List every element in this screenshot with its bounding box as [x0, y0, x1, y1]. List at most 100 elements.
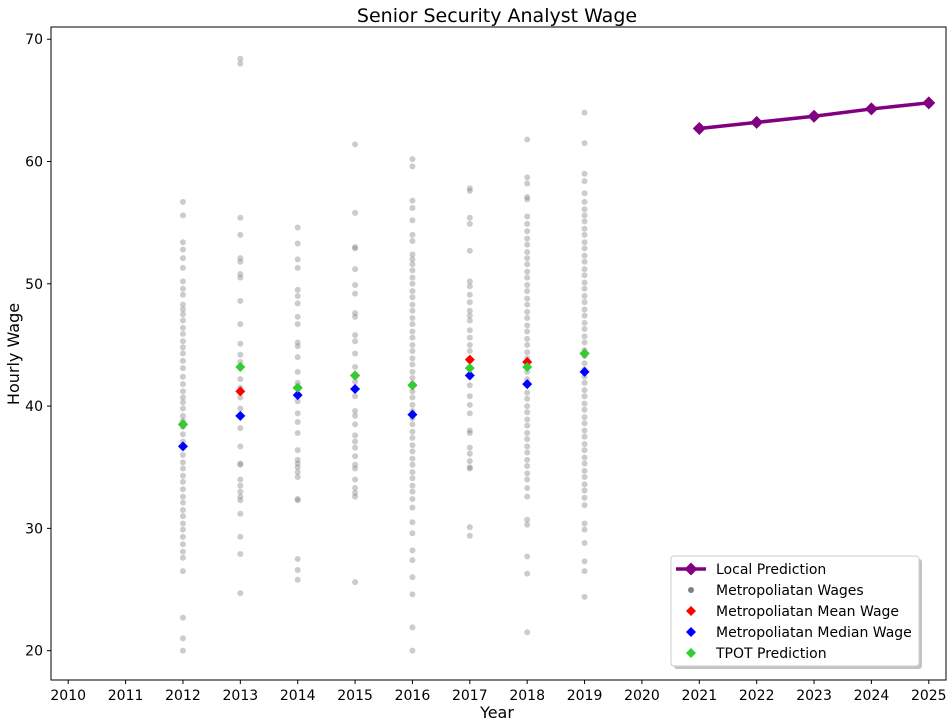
metro-wage-point	[409, 421, 416, 428]
metro-wage-point	[179, 493, 186, 500]
metro-wage-point	[294, 469, 301, 476]
metro-wage-point	[352, 432, 359, 439]
metro-wage-point	[581, 239, 588, 246]
metro-wage-point	[581, 178, 588, 185]
metro-wage-point	[179, 399, 186, 406]
metro-wage-point	[409, 348, 416, 355]
metro-wage-point	[409, 394, 416, 401]
metro-wage-point	[179, 301, 186, 308]
metro-wage-point	[581, 379, 588, 386]
metro-wage-point	[524, 315, 531, 322]
x-tick-label: 2010	[50, 688, 86, 704]
metro-wage-point	[466, 465, 473, 472]
metro-wage-point	[237, 443, 244, 450]
metro-wage-point	[352, 393, 359, 400]
metro-wage-point	[581, 360, 588, 367]
metro-wage-point	[409, 624, 416, 631]
y-tick-label: 30	[25, 521, 43, 537]
metro-wage-point	[409, 461, 416, 468]
legend-diamond-swatch	[686, 648, 696, 658]
metro-wage-point	[466, 307, 473, 314]
metro-wage-point	[409, 557, 416, 564]
metro-wage-point	[179, 198, 186, 205]
mean-wage-marker	[464, 354, 475, 365]
metro-wage-point	[409, 256, 416, 263]
metro-wage-point	[581, 266, 588, 273]
metro-wage-point	[524, 422, 531, 429]
metro-wage-point	[581, 494, 588, 501]
legend-diamond-swatch	[686, 606, 696, 616]
legend-label: Metropoliatan Wages	[716, 583, 864, 599]
metro-wage-point	[524, 553, 531, 560]
metro-wage-point	[237, 533, 244, 540]
metro-wage-point	[352, 453, 359, 460]
metro-wage-point	[409, 217, 416, 224]
median-wage-marker	[522, 379, 533, 390]
metro-wage-point	[294, 418, 301, 425]
median-wage-marker	[407, 409, 418, 420]
metro-wage-point	[581, 558, 588, 565]
metro-wage-point	[409, 334, 416, 341]
metro-wage-point	[352, 266, 359, 273]
metro-wage-point	[237, 510, 244, 517]
metro-wage-point	[409, 482, 416, 489]
metro-wage-point	[409, 455, 416, 462]
metro-wage-point	[466, 427, 473, 434]
metro-wage-point	[524, 476, 531, 483]
metro-wage-point	[294, 354, 301, 361]
metro-wage-point	[581, 258, 588, 265]
x-axis-label: Year	[479, 703, 514, 722]
metro-wage-point	[581, 190, 588, 197]
metro-wage-point	[466, 341, 473, 348]
metro-wage-point	[466, 334, 473, 341]
metro-wage-point	[179, 431, 186, 438]
median-wage-marker	[350, 383, 361, 394]
metro-wage-point	[179, 478, 186, 485]
metro-wage-point	[237, 482, 244, 489]
metro-wage-point	[352, 444, 359, 451]
metro-wage-point	[237, 493, 244, 500]
metro-wage-point	[581, 467, 588, 474]
metro-wage-point	[524, 516, 531, 523]
metro-wage-point	[581, 326, 588, 333]
metro-wage-point	[466, 444, 473, 451]
metro-wage-point	[466, 532, 473, 539]
metro-wage-point	[179, 520, 186, 527]
metro-wage-point	[409, 156, 416, 163]
metro-wage-point	[294, 313, 301, 320]
metro-wage-point	[581, 568, 588, 575]
metro-wage-point	[581, 474, 588, 481]
metro-wage-point	[524, 136, 531, 143]
metro-wage-point	[179, 465, 186, 472]
metro-wage-point	[581, 460, 588, 467]
metro-wage-point	[179, 330, 186, 337]
metro-wage-point	[352, 421, 359, 428]
y-tick-label: 50	[25, 277, 43, 293]
metro-wage-point	[294, 224, 301, 231]
metro-wage-point	[352, 313, 359, 320]
metro-wage-point	[466, 450, 473, 457]
metro-wage-point	[409, 530, 416, 537]
metro-wage-point	[581, 299, 588, 306]
metro-wage-point	[409, 374, 416, 381]
metro-wage-point	[179, 635, 186, 642]
local-prediction-marker	[922, 96, 936, 110]
metro-wage-point	[237, 255, 244, 262]
tpot-prediction-marker	[235, 361, 246, 372]
metro-wage-point	[581, 140, 588, 147]
metro-wage-point	[179, 324, 186, 331]
metro-wage-point	[179, 317, 186, 324]
metro-wage-point	[352, 245, 359, 252]
metro-wage-point	[237, 488, 244, 495]
metro-wage-point	[294, 474, 301, 481]
metro-wage-point	[352, 363, 359, 370]
metro-wage-point	[409, 267, 416, 274]
metro-wage-point	[352, 493, 359, 500]
metro-wage-point	[179, 388, 186, 395]
metro-wage-point	[581, 319, 588, 326]
metro-wage-point	[466, 220, 473, 227]
metro-wage-point	[294, 240, 301, 247]
metro-wage-point	[179, 291, 186, 298]
metro-wage-point	[352, 282, 359, 289]
